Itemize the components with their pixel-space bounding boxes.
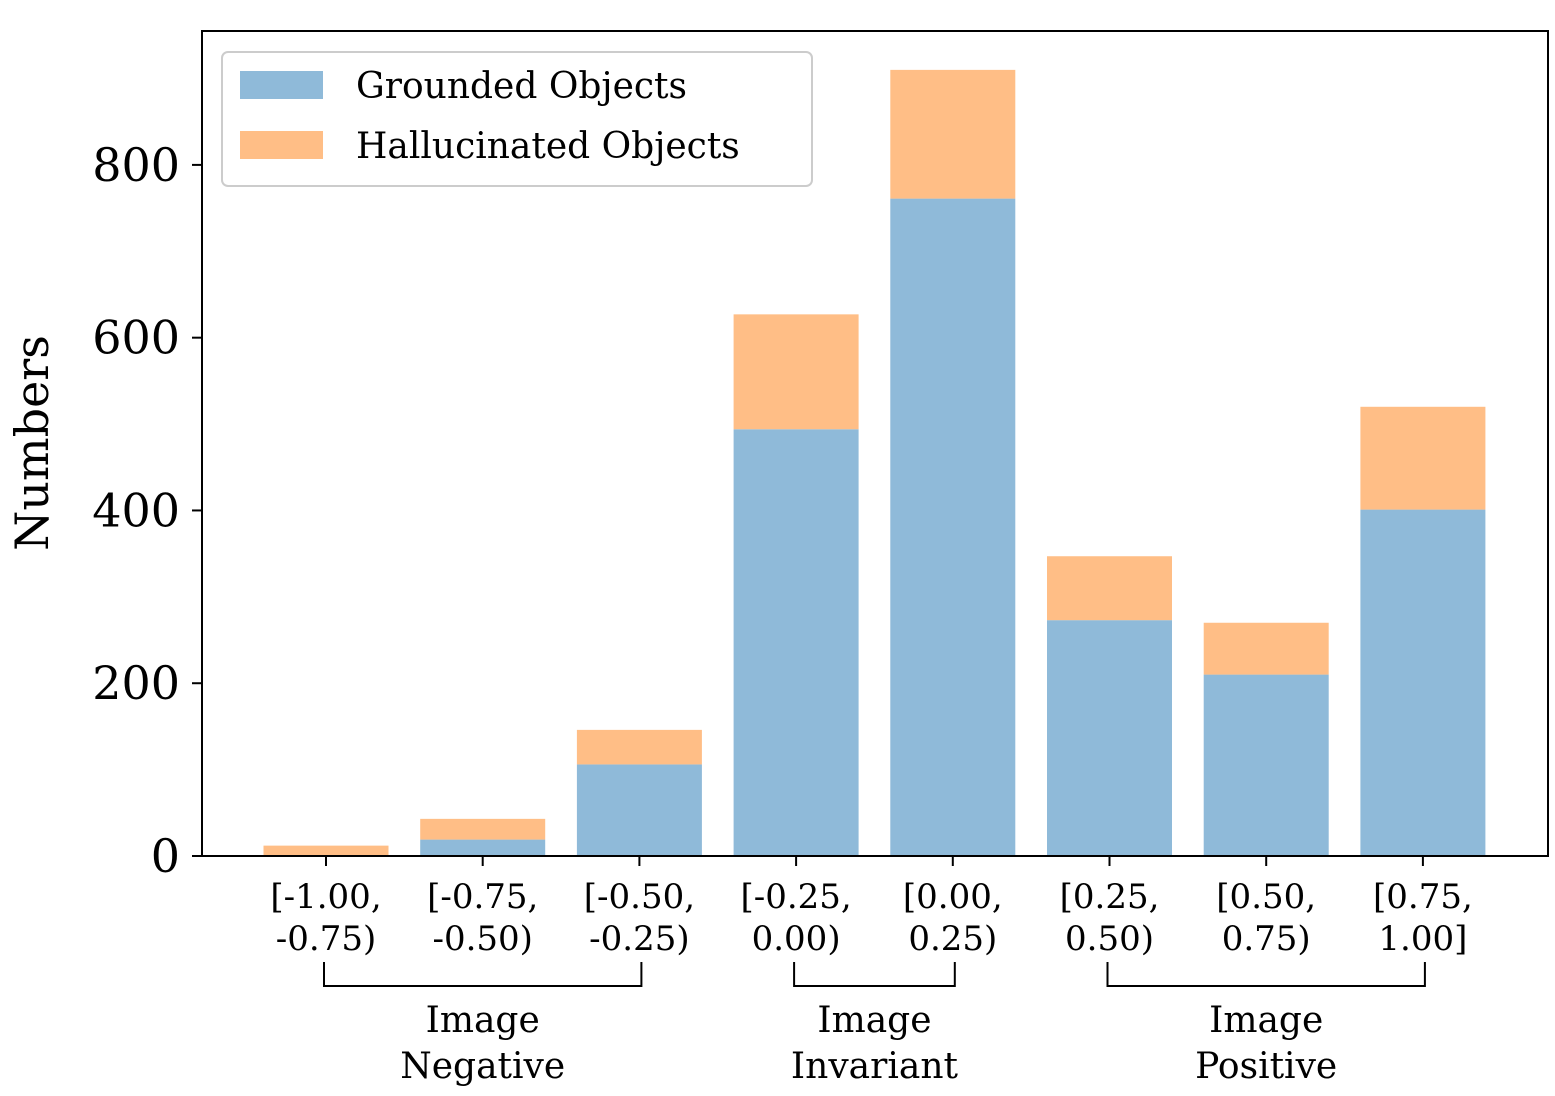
x-tick-label-line: 0.50) — [1065, 919, 1154, 959]
group-bracket-0 — [323, 962, 643, 987]
x-tick-label: [-1.00, -0.75) — [270, 877, 381, 959]
group-bracket-1 — [793, 962, 956, 987]
group-label-line: Negative — [400, 1046, 565, 1087]
bar-hallucinated-7 — [1360, 406, 1486, 510]
x-axis: [-1.00, -0.75)[-0.75, -0.50)[-0.50, -0.25)[… — [270, 856, 1473, 959]
x-tick-label-line: [0.50, — [1216, 877, 1316, 917]
x-tick-label-line: 1.00] — [1378, 919, 1467, 959]
y-tick-label: 200 — [92, 656, 180, 710]
group-label-1: Image Invariant — [791, 1000, 959, 1087]
bar-grounded-7 — [1360, 509, 1486, 856]
bar-hallucinated-1 — [420, 818, 546, 840]
group-brackets: Image Negative Image Invariant Image Positive — [323, 962, 1426, 1087]
legend-swatch-hallucinated — [240, 131, 323, 159]
y-axis: 0 200 400 600 800 — [92, 138, 202, 883]
legend-box — [221, 51, 813, 187]
x-tick-label-line: [0.00, — [903, 877, 1003, 917]
group-label-line: Invariant — [791, 1046, 959, 1087]
x-tick-label-line: [0.25, — [1060, 877, 1160, 917]
x-tick-label: [-0.50, -0.25) — [584, 877, 695, 959]
y-tick-label: 800 — [92, 138, 180, 192]
group-label-line: Positive — [1195, 1046, 1337, 1087]
x-tick-label-line: -0.50) — [432, 919, 532, 959]
plot-frame — [201, 30, 1549, 857]
x-tick-label: [-0.75, -0.50) — [427, 877, 538, 959]
bar-hallucinated-4 — [890, 69, 1016, 199]
legend-swatch-grounded — [240, 71, 323, 99]
legend-label-grounded: Grounded Objects — [356, 66, 687, 107]
x-tick-label-line: [-0.25, — [740, 877, 851, 917]
x-tick-label: [0.00, 0.25) — [903, 877, 1003, 959]
x-tick-label-line: [-0.75, — [427, 877, 538, 917]
x-tick-label-line: -0.75) — [276, 919, 376, 959]
y-axis-label: Numbers — [5, 335, 59, 551]
x-tick-label-line: -0.25) — [589, 919, 689, 959]
bar-hallucinated-0 — [263, 845, 389, 856]
x-tick-label-line: 0.00) — [752, 919, 841, 959]
legend: Grounded Objects Hallucinated Objects — [221, 51, 813, 187]
group-label-line: Image — [426, 1000, 540, 1041]
x-tick-label-line: [0.75, — [1373, 877, 1473, 917]
bar-grounded-3 — [733, 429, 859, 856]
group-label-line: Image — [817, 1000, 931, 1041]
bar-hallucinated-2 — [576, 729, 702, 765]
group-label-line: Image — [1209, 1000, 1323, 1041]
x-tick-label: [0.50, 0.75) — [1216, 877, 1316, 959]
y-tick-label: 0 — [151, 829, 180, 883]
bar-grounded-4 — [890, 198, 1016, 857]
bar-hallucinated-6 — [1203, 622, 1329, 675]
x-tick-label-line: [-1.00, — [270, 877, 381, 917]
x-tick-label-line: 0.25) — [908, 919, 997, 959]
bar-hallucinated-5 — [1047, 556, 1172, 621]
group-label-0: Image Negative — [400, 1000, 565, 1087]
group-bracket-2 — [1106, 962, 1426, 987]
bar-grounded-5 — [1047, 620, 1172, 856]
group-label-2: Image Positive — [1195, 1000, 1337, 1087]
legend-label-hallucinated: Hallucinated Objects — [356, 126, 740, 167]
y-tick-label: 400 — [92, 483, 180, 537]
bar-grounded-1 — [420, 839, 546, 856]
bar-hallucinated-3 — [733, 314, 859, 430]
x-tick-label-line: [-0.50, — [584, 877, 695, 917]
x-tick-label: [0.75, 1.00] — [1373, 877, 1473, 959]
x-tick-label: [-0.25, 0.00) — [740, 877, 851, 959]
bars-layer — [263, 69, 1486, 857]
bar-grounded-2 — [576, 764, 702, 856]
x-tick-label: [0.25, 0.50) — [1060, 877, 1160, 959]
x-tick-label-line: 0.75) — [1222, 919, 1311, 959]
bar-grounded-6 — [1203, 674, 1329, 856]
y-tick-label: 600 — [92, 311, 180, 365]
